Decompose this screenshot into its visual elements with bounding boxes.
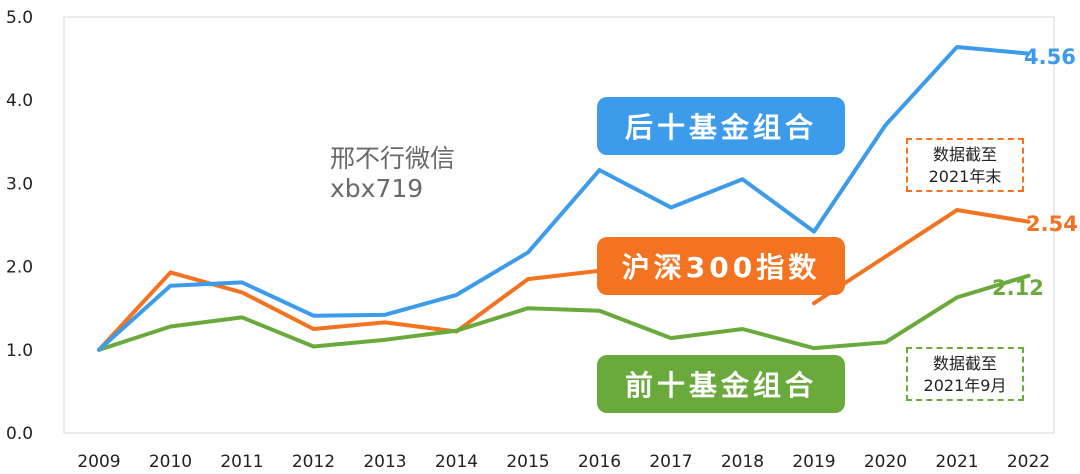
- end-labels: 4.56 2.54 2.12: [992, 45, 1078, 300]
- watermark-line-1: 邢不行微信: [330, 144, 456, 173]
- series-line: [97, 268, 602, 352]
- note-top-line-1: 数据截至: [932, 145, 997, 164]
- x-tick-label: 2019: [792, 452, 835, 472]
- series-end-label: 2.12: [992, 276, 1044, 300]
- series-end-label: 2.54: [1026, 212, 1078, 236]
- series-lines: [97, 44, 1031, 352]
- x-tick-label: 2020: [864, 452, 907, 472]
- y-tick-label: 1.0: [6, 341, 33, 361]
- series-line: [97, 273, 1031, 352]
- x-tick-label: 2017: [649, 452, 692, 472]
- series-end-label: 4.56: [1024, 45, 1076, 69]
- x-tick-label: 2018: [721, 452, 764, 472]
- note-top-line-2: 2021年末: [928, 167, 1002, 186]
- x-tick-label: 2022: [1007, 452, 1050, 472]
- x-tick-label: 2021: [935, 452, 978, 472]
- x-tick-label: 2012: [292, 452, 335, 472]
- x-tick-label: 2011: [220, 452, 263, 472]
- series-line: [97, 44, 1031, 352]
- plot-frame: [63, 16, 1055, 434]
- x-tick-label: 2009: [77, 452, 120, 472]
- axes: 0.0 1.0 2.0 3.0 4.0 5.0 2009 2010 2011 2012 2013 20…: [6, 8, 1050, 472]
- note-bottom-line-2: 2021年9月: [923, 376, 1007, 395]
- y-tick-label: 4.0: [6, 91, 33, 111]
- note-data-cutoff-2021-end: 数据截至 2021年末: [906, 138, 1024, 192]
- x-tick-label: 2016: [578, 452, 621, 472]
- x-tick-label: 2010: [149, 452, 192, 472]
- y-tick-label: 5.0: [6, 8, 33, 28]
- series-line: [812, 208, 1031, 306]
- watermark: 邢不行微信 xbx719: [330, 144, 455, 204]
- note-bottom-line-1: 数据截至: [932, 354, 997, 373]
- y-tick-label: 3.0: [6, 174, 33, 194]
- y-tick-label: 0.0: [6, 424, 33, 444]
- x-tick-label: 2014: [435, 452, 478, 472]
- label-back-ten-funds: 后十基金组合: [597, 97, 845, 155]
- label-front-ten-funds: 前十基金组合: [597, 355, 845, 413]
- x-tick-label: 2013: [363, 452, 406, 472]
- x-tick-label: 2015: [506, 452, 549, 472]
- y-tick-label: 2.0: [6, 258, 33, 278]
- note-data-cutoff-2021-sep: 数据截至 2021年9月: [906, 347, 1024, 401]
- label-csi300-index: 沪深300指数: [597, 237, 845, 295]
- watermark-line-2: xbx719: [330, 174, 424, 203]
